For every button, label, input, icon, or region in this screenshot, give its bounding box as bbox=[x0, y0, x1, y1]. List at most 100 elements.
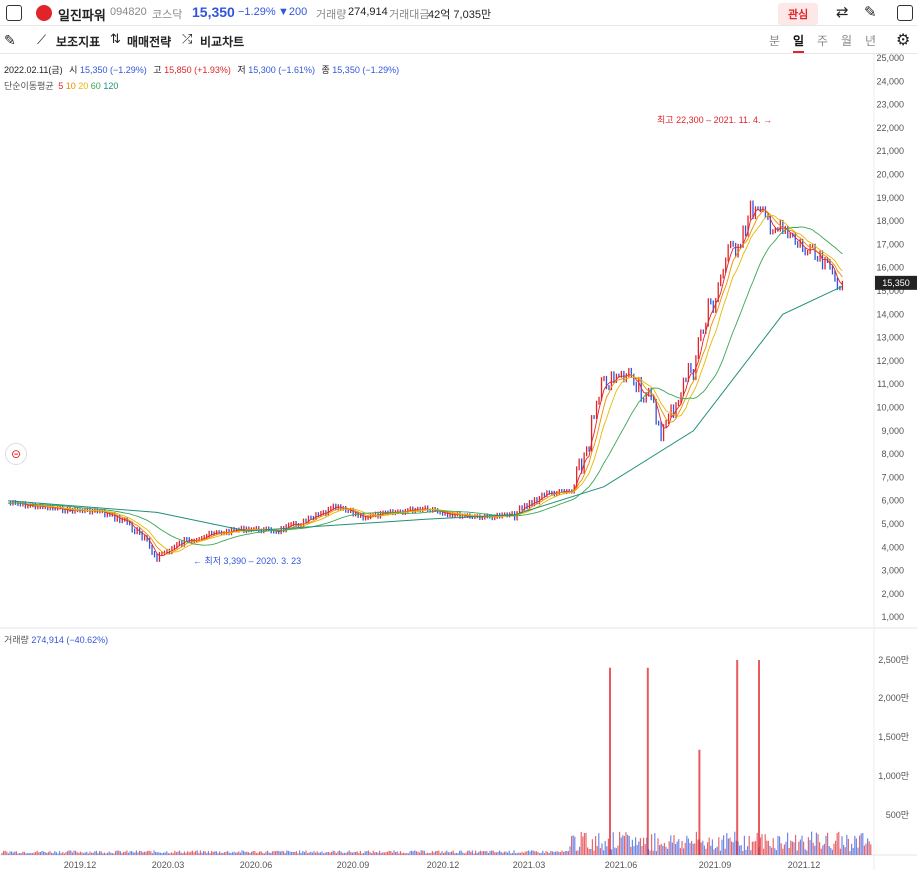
chart-toolbar: ✎ ⟋ 보조지표 ⇅ 매매전략 ⤮ 비교차트 분 일 주 월 년 ⚙ bbox=[0, 26, 917, 54]
volume-tick-label: 1,500만 bbox=[878, 732, 909, 742]
high-value: 15,850 (+1.93%) bbox=[164, 65, 231, 75]
high-annotation: 최고 22,300 – 2021. 11. 4. → bbox=[657, 115, 772, 125]
stock-name[interactable]: 일진파워 bbox=[58, 8, 106, 23]
sidebar-toggle-icon[interactable] bbox=[6, 5, 22, 21]
ma-legend[interactable]: 단순이동평균 5 10 20 60 120 bbox=[4, 79, 118, 92]
stock-logo-icon bbox=[36, 5, 52, 21]
price-tick-label: 13,000 bbox=[876, 333, 904, 343]
ma-60: 60 bbox=[90, 81, 101, 91]
price-tick-label: 21,000 bbox=[876, 146, 904, 156]
ma-line-5 bbox=[7, 208, 843, 557]
volume-tick-label: 2,500만 bbox=[878, 655, 909, 665]
ma-120: 120 bbox=[103, 81, 119, 91]
x-tick-label: 2021.09 bbox=[699, 860, 732, 870]
price-tick-label: 1,000 bbox=[881, 612, 904, 622]
low-label: 저 bbox=[237, 65, 246, 75]
strategy-icon: ⇅ bbox=[110, 31, 121, 46]
compare-icon: ⤮ bbox=[182, 31, 193, 46]
close-value: 15,350 (−1.29%) bbox=[332, 65, 400, 75]
price-tick-label: 3,000 bbox=[881, 566, 904, 576]
low-value: 15,300 (−1.61%) bbox=[248, 65, 315, 75]
price-tick-label: 14,000 bbox=[876, 309, 904, 319]
ma-line-10 bbox=[7, 209, 843, 555]
price-tick-label: 25,000 bbox=[876, 53, 904, 63]
price-tick-label: 6,000 bbox=[881, 496, 904, 506]
price-tick-label: 10,000 bbox=[876, 403, 904, 413]
panel-toggle-icon[interactable] bbox=[897, 5, 913, 21]
period-month[interactable]: 월 bbox=[841, 34, 853, 48]
settings-icon[interactable]: ⚙ bbox=[896, 32, 911, 49]
period-year[interactable]: 년 bbox=[865, 34, 877, 48]
price-tick-label: 23,000 bbox=[876, 100, 904, 110]
ma-5: 5 bbox=[58, 81, 64, 91]
price: 15,350 bbox=[192, 4, 235, 20]
x-tick-label: 2021.12 bbox=[788, 860, 821, 870]
price-tick-label: 18,000 bbox=[876, 216, 904, 226]
price-tick-label: 5,000 bbox=[881, 519, 904, 529]
ohlc-info: 2022.02.11(금) 시 15,350 (−1.29%) 고 15,850… bbox=[4, 63, 399, 76]
x-tick-label: 2021.06 bbox=[605, 860, 638, 870]
volume-panel-title: 거래량 bbox=[4, 635, 29, 645]
indicator-button[interactable]: 보조지표 bbox=[56, 35, 101, 49]
current-price-tag bbox=[875, 275, 917, 290]
price-tick-label: 9,000 bbox=[881, 426, 904, 436]
price-tick-label: 17,000 bbox=[876, 239, 904, 249]
compare-button[interactable]: 비교차트 bbox=[200, 35, 245, 49]
price-tick-label: 16,000 bbox=[876, 263, 904, 273]
ma-line-120 bbox=[7, 285, 843, 532]
volume-label: 거래량 bbox=[316, 9, 347, 21]
open-label: 시 bbox=[69, 65, 78, 75]
price-tick-label: 22,000 bbox=[876, 123, 904, 133]
price-tick-label: 2,000 bbox=[881, 589, 904, 599]
ohlc-date: 2022.02.11(금) bbox=[4, 65, 63, 75]
price-tick-label: 8,000 bbox=[881, 449, 904, 459]
price-tick-label: 19,000 bbox=[876, 193, 904, 203]
edit-icon[interactable]: ✎ bbox=[864, 4, 877, 21]
price-tick-label: 24,000 bbox=[876, 76, 904, 86]
volume-panel-value: 274,914 (−40.62%) bbox=[31, 635, 109, 645]
market-label: 코스닥 bbox=[152, 9, 183, 21]
amount-value: 42억 7,035만 bbox=[428, 9, 492, 21]
ma-20: 20 bbox=[78, 81, 89, 91]
current-price-tag-text: 15,350 bbox=[882, 278, 910, 288]
indicator-icon: ⟋ bbox=[37, 32, 47, 47]
x-tick-label: 2021.03 bbox=[513, 860, 546, 870]
top-bar: 일진파워 094820 코스닥 15,350 −1.29% ▼200 거래량 2… bbox=[0, 0, 917, 26]
volume-tick-label: 2,000만 bbox=[878, 693, 909, 703]
change-pct: −1.29% bbox=[238, 6, 276, 18]
low-annotation: ← 최저 3,390 – 2020. 3. 23 bbox=[193, 556, 301, 566]
stock-code: 094820 bbox=[110, 6, 147, 18]
period-week[interactable]: 주 bbox=[817, 34, 829, 48]
watch-button[interactable]: 관심 bbox=[778, 3, 819, 25]
volume-tick-label: 500만 bbox=[886, 810, 909, 820]
open-value: 15,350 (−1.29%) bbox=[79, 65, 147, 75]
ma-line-20 bbox=[7, 214, 843, 553]
price-tick-label: 20,000 bbox=[876, 170, 904, 180]
strategy-button[interactable]: 매매전략 bbox=[127, 35, 172, 49]
period-minute[interactable]: 분 bbox=[769, 34, 781, 48]
high-label: 고 bbox=[153, 65, 162, 75]
volume-tick-label: 1,000만 bbox=[878, 771, 909, 781]
close-label: 종 bbox=[321, 65, 330, 75]
price-tick-label: 11,000 bbox=[877, 379, 904, 389]
change-amt: ▼200 bbox=[278, 6, 308, 18]
price-tick-label: 7,000 bbox=[881, 472, 904, 482]
price-tick-label: 12,000 bbox=[876, 356, 904, 366]
price-tick-label: 15,000 bbox=[876, 286, 904, 296]
x-tick-label: 2020.03 bbox=[152, 860, 185, 870]
swap-icon[interactable]: ⇄ bbox=[836, 4, 849, 21]
ma-line-60 bbox=[7, 226, 843, 546]
x-tick-label: 2020.12 bbox=[427, 860, 460, 870]
ma-10: 10 bbox=[65, 81, 76, 91]
x-tick-label: 2020.09 bbox=[337, 860, 370, 870]
volume-panel-label: 거래량 274,914 (−40.62%) bbox=[4, 633, 108, 646]
period-day[interactable]: 일 bbox=[793, 32, 805, 53]
amount-label: 거래대금 bbox=[389, 9, 430, 21]
x-tick-label: 2019.12 bbox=[64, 860, 97, 870]
scroll-back-button[interactable]: ⊝ bbox=[5, 443, 27, 465]
volume-value: 274,914 bbox=[348, 6, 388, 18]
ma-label: 단순이동평균 bbox=[4, 81, 54, 91]
draw-icon[interactable]: ✎ bbox=[4, 32, 16, 48]
price-tick-label: 4,000 bbox=[881, 542, 904, 552]
